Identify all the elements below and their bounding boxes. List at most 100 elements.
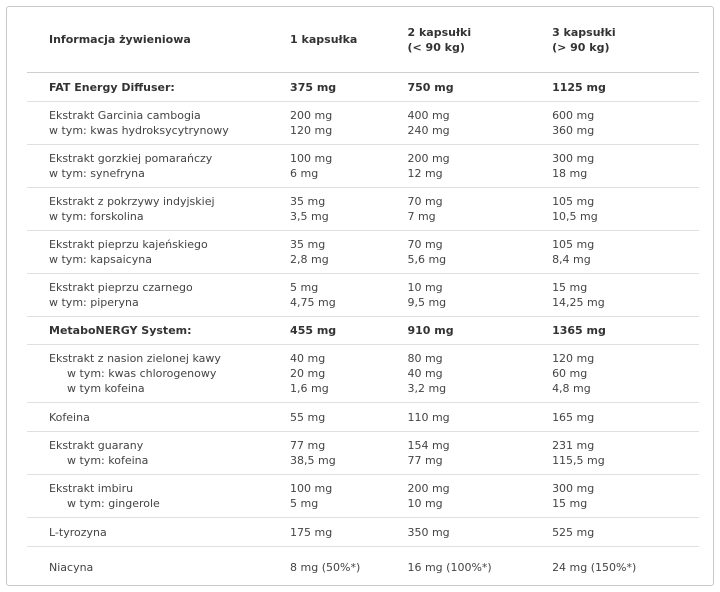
cell-line: 35 mg	[290, 195, 326, 208]
cell-line: Ekstrakt z nasion zielonej kawy	[49, 352, 221, 365]
cell-line: w tym: kapsaicyna	[49, 253, 152, 266]
table-cell: 105 mg 8,4 mg	[532, 230, 699, 274]
cell-line: w tym: piperyna	[49, 296, 139, 309]
table-row: FAT Energy Diffuser: 375 mg 750 mg 1125 mg	[27, 72, 699, 102]
table-frame: Informacja żywieniowa 1 kapsułka 2 kapsułk…	[6, 6, 714, 586]
table-cell: 350 mg	[387, 517, 533, 547]
table-row: Ekstrakt pieprzu czarnego w tym: piperyna…	[27, 273, 699, 317]
cell-line: 1 kapsułka	[290, 33, 358, 46]
table-cell: L-tyrozyna	[27, 517, 271, 547]
cell-line: 3,2 mg	[407, 382, 447, 395]
cell-line: Niacyna	[49, 560, 94, 574]
table-cell: 8 mg (50%*)	[270, 547, 387, 588]
cell-line: w tym: forskolina	[49, 210, 144, 223]
table-cell: 600 mg 360 mg	[532, 101, 699, 145]
cell-line: Informacja żywieniowa	[49, 33, 191, 46]
cell-line: 5 mg	[290, 497, 319, 510]
table-cell: 1125 mg	[532, 72, 699, 102]
table-cell: 2 kapsułki (< 90 kg)	[387, 7, 533, 73]
table-row: L-tyrozyna 175 mg 350 mg 525 mg	[27, 517, 699, 547]
cell-line: 375 mg	[290, 80, 337, 94]
cell-line: 15 mg	[552, 497, 588, 510]
cell-line: 60 mg	[552, 367, 588, 380]
table-cell: 80 mg 40 mg 3,2 mg	[387, 344, 533, 403]
table-row: Informacja żywieniowa 1 kapsułka 2 kapsułk…	[27, 7, 699, 73]
table-cell: 175 mg	[270, 517, 388, 547]
cell-line: 115,5 mg	[552, 454, 605, 467]
table-cell: 231 mg 115,5 mg	[532, 431, 699, 475]
cell-line: w tym: kwas chlorogenowy	[67, 367, 217, 380]
cell-line: 55 mg	[290, 410, 326, 424]
cell-line: Ekstrakt imbiru	[49, 482, 134, 495]
table-cell: 70 mg 5,6 mg	[387, 230, 533, 274]
table-row: MetaboNERGY System: 455 mg 910 mg 1365 mg	[27, 316, 699, 345]
cell-line: 3 kapsułki	[552, 25, 616, 39]
cell-line: 600 mg	[552, 109, 595, 122]
table-cell: 110 mg	[387, 402, 533, 432]
table-row: Ekstrakt z nasion zielonej kawy w tym: kw…	[27, 344, 699, 403]
cell-line: 3,5 mg	[290, 210, 329, 223]
cell-line: 165 mg	[552, 410, 595, 424]
table-cell: 77 mg 38,5 mg	[270, 431, 388, 475]
table-cell: 3 kapsułki (> 90 kg)	[532, 7, 699, 73]
cell-line: 18 mg	[552, 167, 588, 180]
cell-line: Ekstrakt guarany	[49, 439, 144, 452]
cell-line: Ekstrakt pieprzu czarnego	[49, 281, 193, 294]
table-cell: Ekstrakt gorzkiej pomarańczy w tym: synef…	[27, 144, 271, 188]
cell-line: 77 mg	[290, 439, 326, 452]
table-cell: Kofeina	[27, 402, 271, 432]
table-cell: 400 mg 240 mg	[387, 101, 533, 145]
cell-line: 4,75 mg	[290, 296, 336, 309]
table-cell: 105 mg 10,5 mg	[532, 187, 699, 231]
cell-line: Ekstrakt gorzkiej pomarańczy	[49, 152, 213, 165]
cell-line: w tym kofeina	[67, 382, 145, 395]
cell-line: Ekstrakt Garcinia cambogia	[49, 109, 201, 122]
cell-line: 35 mg	[290, 238, 326, 251]
table-cell: 910 mg	[387, 316, 533, 345]
table-cell: 100 mg 6 mg	[270, 144, 388, 188]
cell-line: 2 kapsułki	[407, 25, 472, 39]
cell-line: 231 mg	[552, 439, 595, 452]
table-cell: 455 mg	[270, 316, 388, 345]
cell-line: 910 mg	[407, 324, 454, 337]
cell-line: 200 mg	[407, 152, 450, 165]
cell-line: 15 mg	[552, 281, 588, 294]
table-cell: Informacja żywieniowa	[27, 7, 271, 73]
table-cell: 120 mg 60 mg 4,8 mg	[532, 344, 699, 403]
table-cell: 40 mg 20 mg 1,6 mg	[270, 344, 388, 403]
table-row: Niacyna 8 mg (50%*) 16 mg (100%*) 24 mg (15…	[27, 547, 699, 588]
table-cell: 1365 mg	[532, 316, 699, 345]
table-row: Kofeina 55 mg 110 mg 165 mg	[27, 402, 699, 432]
cell-line: 16 mg (100%*)	[407, 560, 492, 574]
table-row: Ekstrakt guarany w tym: kofeina 77 mg 38,5 …	[27, 431, 699, 475]
table-cell: FAT Energy Diffuser:	[27, 72, 271, 102]
cell-line: 5,6 mg	[407, 253, 447, 266]
cell-line: 38,5 mg	[290, 454, 336, 467]
table-cell: 100 mg 5 mg	[270, 474, 388, 518]
cell-line: 455 mg	[290, 324, 337, 337]
cell-line: 154 mg	[407, 439, 450, 452]
nutrition-table: Informacja żywieniowa 1 kapsułka 2 kapsułk…	[27, 7, 699, 587]
cell-line: 300 mg	[552, 152, 595, 165]
table-cell: 24 mg (150%*)	[532, 547, 699, 588]
cell-line: 300 mg	[552, 482, 595, 495]
table-cell: 10 mg 9,5 mg	[387, 273, 533, 317]
cell-line: 2,8 mg	[290, 253, 329, 266]
table-cell: 1 kapsułka	[270, 7, 388, 73]
cell-line: 12 mg	[407, 167, 443, 180]
table-cell: 200 mg 120 mg	[270, 101, 388, 145]
cell-line: FAT Energy Diffuser:	[49, 80, 175, 94]
cell-line: 1,6 mg	[290, 382, 329, 395]
cell-line: 120 mg	[290, 124, 333, 137]
cell-line: Kofeina	[49, 410, 90, 424]
cell-line: (< 90 kg)	[407, 40, 465, 54]
table-cell: 300 mg 15 mg	[532, 474, 699, 518]
cell-line: 240 mg	[407, 124, 450, 137]
table-cell: 750 mg	[387, 72, 533, 102]
table-cell: Ekstrakt pieprzu kajeńskiego w tym: kapsa…	[27, 230, 271, 274]
cell-line: 200 mg	[407, 482, 450, 495]
table-cell: 5 mg 4,75 mg	[270, 273, 388, 317]
cell-line: 40 mg	[407, 367, 443, 380]
cell-line: 120 mg	[552, 352, 595, 365]
cell-line: 8 mg (50%*)	[290, 560, 361, 574]
